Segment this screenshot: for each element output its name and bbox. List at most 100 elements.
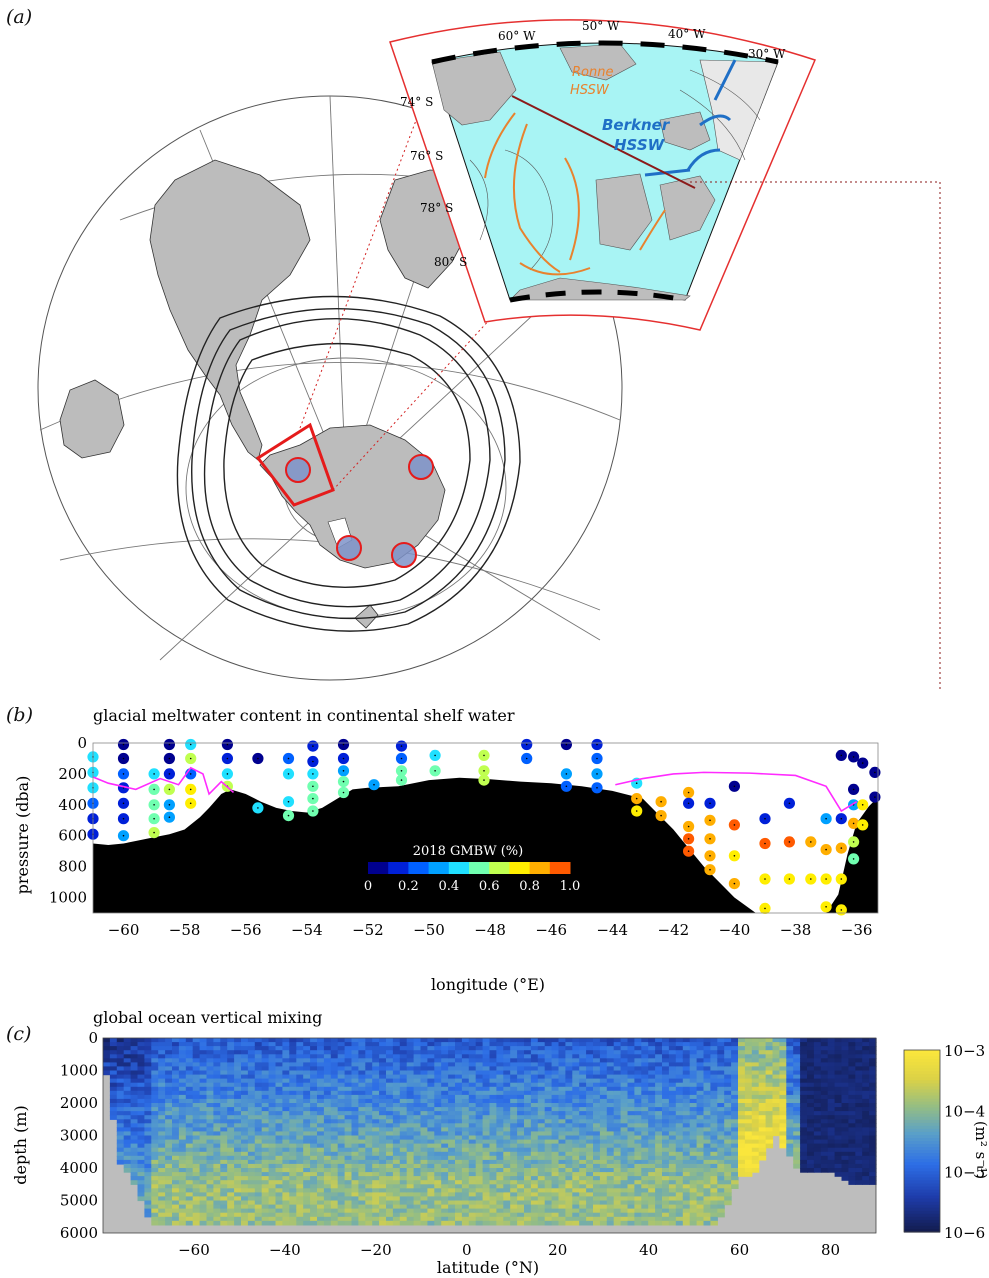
x-tick-label: −54	[291, 921, 323, 939]
colorbar-c-swatch	[904, 1141, 940, 1145]
data-point-center	[852, 788, 855, 791]
data-point-center	[287, 773, 290, 775]
mixing-chart: global ocean vertical mixing −60 −40 −20 0 2…	[11, 1008, 989, 1277]
y-tick-label: 1000	[60, 1062, 98, 1080]
data-point-center	[168, 773, 171, 775]
y-tick-label: 400	[58, 796, 87, 814]
data-point-center	[287, 757, 290, 760]
colorbar-b-swatch	[388, 862, 409, 874]
x-tick-label: 80	[821, 1241, 840, 1259]
data-point-center	[312, 745, 314, 747]
colorbar-c-swatch	[904, 1104, 940, 1109]
panel-a-figure: 60° W 50° W 40° W 30° W 74° S 76° S 78° …	[37, 19, 941, 690]
data-point-center	[153, 804, 155, 806]
colorbar-b-title: 2018 GMBW (%)	[413, 844, 523, 859]
data-point-center	[400, 779, 403, 781]
colorbar-c-swatch	[904, 1207, 940, 1212]
colorbar-c-tick: 10−6	[944, 1224, 985, 1242]
data-point-center	[635, 782, 638, 784]
colorbar-c-swatch	[904, 1107, 940, 1112]
inset-lon-40: 40° W	[668, 27, 706, 41]
y-tick-label: 800	[58, 858, 87, 876]
colorbar-c-tick: 10−4	[944, 1103, 985, 1121]
data-point-center	[122, 802, 125, 805]
colorbar-c-swatch	[904, 1074, 940, 1078]
data-point-center	[373, 783, 375, 786]
data-point-center	[565, 785, 568, 788]
colorbar-c-swatch	[904, 1156, 940, 1160]
data-point-center	[153, 831, 155, 834]
colorbar-c-swatch	[904, 1098, 940, 1103]
x-tick-label: −20	[360, 1241, 392, 1259]
data-point-center	[287, 800, 290, 803]
colorbar-b-tick: 0.8	[519, 879, 540, 894]
colorbar-c-frame	[903, 1049, 941, 1233]
colorbar-b-swatch	[368, 862, 389, 874]
x-tick-label: −56	[230, 921, 262, 939]
chart-b-plot-area: −60 −58 −56 −54 −52 −50 −48 −46 −44 −42 −40 −38 −36 0…	[49, 734, 881, 939]
chart-c-plot-area: −60 −40 −20 0 20 40 60 80 0 1000 2000 3000 4000 5000 6…	[60, 1029, 877, 1259]
data-point-center	[861, 762, 864, 764]
x-tick-label: −46	[535, 921, 567, 939]
berkner-label: Berkner	[602, 116, 671, 134]
data-point-center	[122, 757, 125, 760]
colorbar-b-swatch	[509, 862, 531, 874]
colorbar-c-swatch	[904, 1222, 940, 1227]
inset-lat-76: 76° S	[410, 149, 443, 163]
x-tick-label: −44	[596, 921, 628, 939]
x-tick-label: −52	[352, 921, 384, 939]
colorbar-c-swatch	[904, 1119, 940, 1124]
data-point-center	[764, 842, 766, 845]
colorbar-c-swatch	[904, 1110, 940, 1115]
mixing-heatmap-cells	[103, 1038, 877, 1226]
data-point-center	[788, 802, 791, 805]
data-point-center	[825, 878, 827, 880]
data-point-center	[226, 773, 229, 775]
data-point-center	[840, 754, 843, 757]
colorbar-c-swatch	[904, 1131, 940, 1136]
data-point-center	[189, 773, 192, 775]
colorbar-c-swatch	[904, 1092, 940, 1097]
data-point-center	[733, 855, 736, 857]
colorbar-c-swatch	[904, 1186, 940, 1191]
data-point-center	[400, 745, 403, 747]
colorbar-c-swatch	[904, 1113, 940, 1118]
data-point-center	[825, 848, 827, 851]
data-point-center	[400, 757, 403, 760]
colorbar-c-swatch	[904, 1101, 940, 1106]
chart-b-ylabel: pressure (dba)	[13, 776, 32, 895]
colorbar-c-swatch	[904, 1153, 940, 1157]
data-point-center	[764, 817, 766, 820]
y-tick-label: 1000	[49, 889, 87, 907]
data-point-center	[342, 770, 345, 772]
inset-lat-80: 80° S	[434, 255, 467, 269]
colorbar-c-swatch	[904, 1165, 940, 1169]
colorbar-c-swatch	[904, 1077, 940, 1081]
colorbar-c-swatch	[904, 1189, 940, 1194]
data-point-center	[189, 788, 192, 791]
y-tick-label: 3000	[60, 1127, 98, 1145]
berkner-hssw-label: HSSW	[614, 136, 666, 154]
data-point-center	[226, 757, 229, 760]
x-tick-label: 40	[639, 1241, 658, 1259]
colorbar-c-swatch	[904, 1216, 940, 1221]
x-tick-label: −60	[178, 1241, 210, 1259]
y-tick-label: 0	[88, 1029, 98, 1047]
colorbar-b-tick: 0	[364, 879, 372, 894]
chart-b-xlabel: longitude (°E)	[431, 975, 545, 994]
data-point-center	[733, 785, 736, 788]
chart-c-xlabel: latitude (°N)	[437, 1258, 539, 1277]
data-point-center	[153, 817, 155, 820]
data-point-center	[312, 760, 314, 763]
colorbar-c-swatch	[904, 1116, 940, 1121]
x-tick-label: −58	[169, 921, 201, 939]
data-point-center	[733, 824, 736, 826]
y-tick-label: 5000	[60, 1192, 98, 1210]
colorbar-c-swatch	[904, 1083, 940, 1087]
colorbar-c-swatch	[904, 1177, 940, 1181]
x-tick-label: −40	[269, 1241, 301, 1259]
data-point-center	[168, 816, 171, 818]
data-point-center	[709, 838, 711, 840]
y-tick-label: 0	[77, 734, 87, 752]
chart-c-frame	[102, 1037, 877, 1234]
